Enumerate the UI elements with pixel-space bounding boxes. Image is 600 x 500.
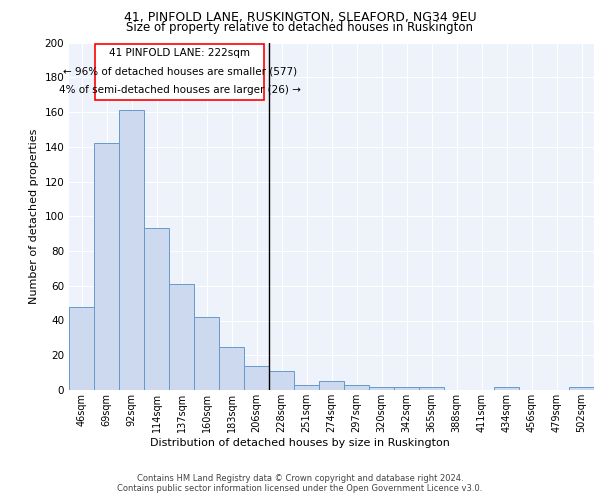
- Bar: [294, 385, 319, 390]
- Bar: [369, 386, 394, 390]
- Bar: [419, 386, 444, 390]
- Bar: [319, 382, 344, 390]
- Bar: [119, 110, 144, 390]
- Text: 41 PINFOLD LANE: 222sqm: 41 PINFOLD LANE: 222sqm: [109, 48, 250, 58]
- Bar: [69, 306, 94, 390]
- Text: ← 96% of detached houses are smaller (577): ← 96% of detached houses are smaller (57…: [62, 66, 296, 76]
- Bar: [344, 385, 369, 390]
- Bar: [269, 371, 294, 390]
- Text: Contains HM Land Registry data © Crown copyright and database right 2024.: Contains HM Land Registry data © Crown c…: [137, 474, 463, 483]
- Bar: [144, 228, 169, 390]
- Text: Size of property relative to detached houses in Ruskington: Size of property relative to detached ho…: [127, 21, 473, 34]
- Text: 4% of semi-detached houses are larger (26) →: 4% of semi-detached houses are larger (2…: [59, 85, 301, 95]
- Y-axis label: Number of detached properties: Number of detached properties: [29, 128, 39, 304]
- Text: Contains public sector information licensed under the Open Government Licence v3: Contains public sector information licen…: [118, 484, 482, 493]
- Bar: [219, 346, 244, 390]
- Bar: [194, 317, 219, 390]
- Bar: [244, 366, 269, 390]
- FancyBboxPatch shape: [95, 44, 264, 100]
- Bar: [169, 284, 194, 390]
- Bar: [394, 386, 419, 390]
- Text: 41, PINFOLD LANE, RUSKINGTON, SLEAFORD, NG34 9EU: 41, PINFOLD LANE, RUSKINGTON, SLEAFORD, …: [124, 11, 476, 24]
- Bar: [569, 386, 594, 390]
- Text: Distribution of detached houses by size in Ruskington: Distribution of detached houses by size …: [150, 438, 450, 448]
- Bar: [94, 144, 119, 390]
- Bar: [494, 386, 519, 390]
